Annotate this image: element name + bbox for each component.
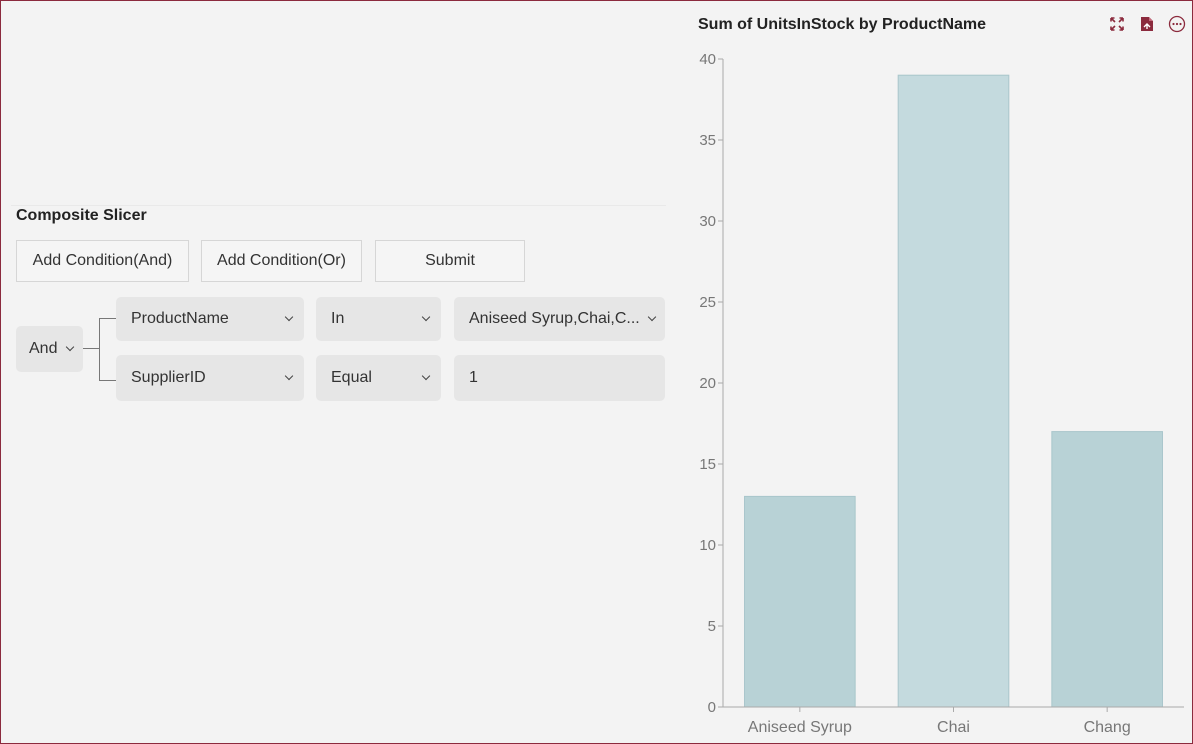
condition-1-field-label: ProductName: [131, 310, 229, 327]
chart-panel: Sum of UnitsInStock by ProductName: [685, 1, 1192, 743]
y-tick-label: 30: [699, 213, 716, 230]
y-tick-label: 35: [699, 132, 716, 149]
chevron-down-icon: [284, 371, 294, 381]
tree-connector: [99, 318, 116, 319]
bar-chart: 0 5 10 15 20 25 30 35 40 Aniseed Syrup Chai Chang: [699, 51, 1184, 736]
x-tick-label: Chang: [1084, 719, 1131, 736]
condition-2-operator-label: Equal: [331, 369, 372, 386]
condition-1-operator-dropdown[interactable]: In: [316, 297, 441, 341]
chart-title: Sum of UnitsInStock by ProductName: [698, 16, 987, 33]
y-tick-label: 25: [699, 294, 716, 311]
condition-1-value-dropdown[interactable]: Aniseed Syrup,Chai,C...: [454, 297, 665, 341]
chevron-down-icon: [421, 312, 431, 322]
tree-connector: [99, 318, 100, 381]
slicer-title: Composite Slicer: [16, 207, 147, 224]
y-tick-label: 5: [708, 618, 716, 635]
condition-2-value-label: 1: [469, 369, 478, 386]
chevron-down-icon: [65, 342, 75, 352]
bar-chang[interactable]: [1051, 431, 1163, 708]
x-tick-label: Chai: [937, 719, 970, 736]
condition-1-operator-label: In: [331, 310, 345, 327]
expand-icon[interactable]: [1106, 13, 1128, 35]
logic-operator-label: And: [29, 340, 58, 357]
add-condition-or-button[interactable]: Add Condition(Or): [201, 240, 362, 282]
composite-slicer-panel: Composite Slicer Add Condition(And) Add …: [1, 1, 681, 743]
y-tick-label: 0: [708, 699, 716, 716]
chevron-down-icon: [647, 312, 657, 322]
y-tick-label: 15: [699, 456, 716, 473]
condition-2-field-label: SupplierID: [131, 369, 206, 386]
condition-2-operator-dropdown[interactable]: Equal: [316, 355, 441, 401]
condition-2-field-dropdown[interactable]: SupplierID: [116, 355, 304, 401]
condition-1-field-dropdown[interactable]: ProductName: [116, 297, 304, 341]
condition-2-value-input[interactable]: 1: [454, 355, 665, 401]
chevron-down-icon: [284, 312, 294, 322]
export-icon[interactable]: [1136, 13, 1158, 35]
more-icon[interactable]: [1166, 13, 1188, 35]
bar-aniseed-syrup[interactable]: [744, 495, 856, 708]
x-tick-label: Aniseed Syrup: [748, 719, 852, 736]
divider: [11, 205, 666, 206]
condition-1-value-label: Aniseed Syrup,Chai,C...: [469, 310, 640, 327]
y-tick-label: 10: [699, 537, 716, 554]
y-tick-label: 40: [699, 51, 716, 68]
chevron-down-icon: [421, 371, 431, 381]
logic-operator-dropdown[interactable]: And: [16, 326, 83, 372]
tree-connector: [83, 348, 99, 349]
add-condition-and-button[interactable]: Add Condition(And): [16, 240, 189, 282]
y-tick-label: 20: [699, 375, 716, 392]
tree-connector: [99, 380, 116, 381]
submit-button[interactable]: Submit: [375, 240, 525, 282]
bar-chai[interactable]: [897, 74, 1010, 708]
